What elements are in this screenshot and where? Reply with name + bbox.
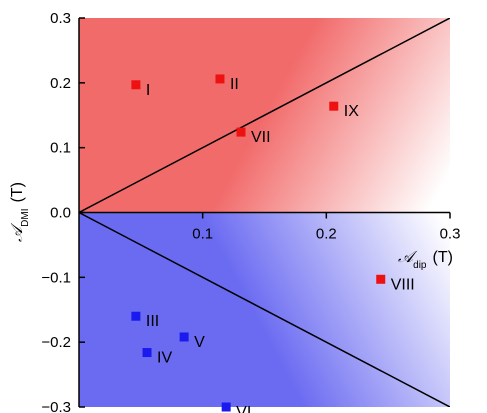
boundary-line-upper	[79, 18, 450, 214]
y-axis-title: 𝒜DMI (T)	[7, 182, 31, 242]
data-point	[131, 311, 141, 321]
x-tick-label: 0.2	[316, 226, 337, 243]
x-axis-title: 𝒜dip (T)	[398, 247, 453, 271]
point-label: IV	[157, 350, 172, 367]
x-tick-label: 0.3	[440, 226, 461, 243]
data-point	[142, 348, 152, 358]
y-tick-label: 0.1	[50, 140, 71, 157]
data-point	[329, 101, 339, 111]
point-label: IX	[344, 103, 359, 120]
data-point	[221, 402, 231, 412]
data-point	[179, 332, 189, 342]
data-point	[376, 274, 386, 284]
point-label: V	[194, 334, 205, 351]
x-axis-unit: (T)	[433, 249, 453, 266]
tick-labels: 0.3 0.2 0.1 0.0 −0.1 −0.2 −0.3 0.1 0.2 0.3	[41, 10, 460, 413]
data-point	[215, 74, 225, 84]
point-label: I	[146, 82, 150, 99]
y-axis-subscript: DMI	[20, 208, 31, 226]
data-point	[236, 127, 246, 137]
y-tick-label: 0.2	[50, 75, 71, 92]
point-label: III	[146, 313, 159, 330]
x-tick-label: 0.1	[192, 226, 213, 243]
point-label: VIII	[391, 276, 415, 293]
axes	[78, 17, 451, 408]
y-tick-label: −0.3	[41, 399, 71, 413]
x-axis-symbol: 𝒜	[398, 247, 418, 266]
y-axis-symbol: 𝒜	[7, 222, 26, 242]
x-axis-subscript: dip	[413, 260, 427, 271]
y-tick-label: 0.0	[50, 205, 71, 222]
point-label: II	[230, 76, 239, 93]
plot-area	[79, 18, 450, 407]
data-point	[131, 80, 141, 90]
boundary-line-lower	[79, 211, 450, 407]
point-label: VI	[236, 404, 251, 413]
y-tick-label: −0.1	[41, 269, 71, 286]
y-tick-label: 0.3	[50, 10, 71, 27]
y-axis-unit: (T)	[9, 182, 26, 202]
point-label: VII	[251, 129, 271, 146]
y-tick-label: −0.2	[41, 334, 71, 351]
